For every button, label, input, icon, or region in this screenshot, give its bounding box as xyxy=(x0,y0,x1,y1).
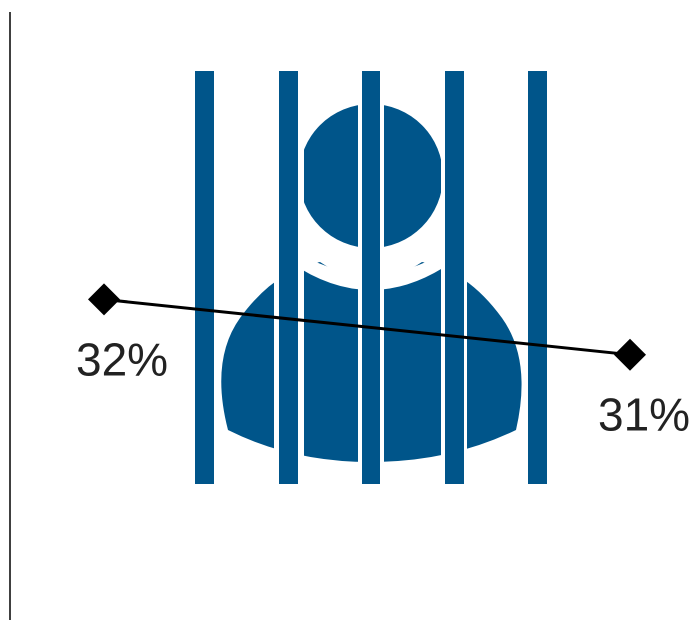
data-label-2: 31% xyxy=(598,389,690,441)
bar-2 xyxy=(279,71,298,484)
bar-4 xyxy=(445,71,464,484)
prisoner-behind-bars-icon xyxy=(195,71,547,484)
bar-1 xyxy=(195,71,214,484)
data-label-1: 32% xyxy=(76,333,168,385)
bar-3 xyxy=(362,71,380,484)
data-point-marker-1 xyxy=(88,283,120,316)
data-point-marker-2 xyxy=(614,338,646,371)
bar-5 xyxy=(528,71,547,484)
series-line xyxy=(103,297,631,357)
